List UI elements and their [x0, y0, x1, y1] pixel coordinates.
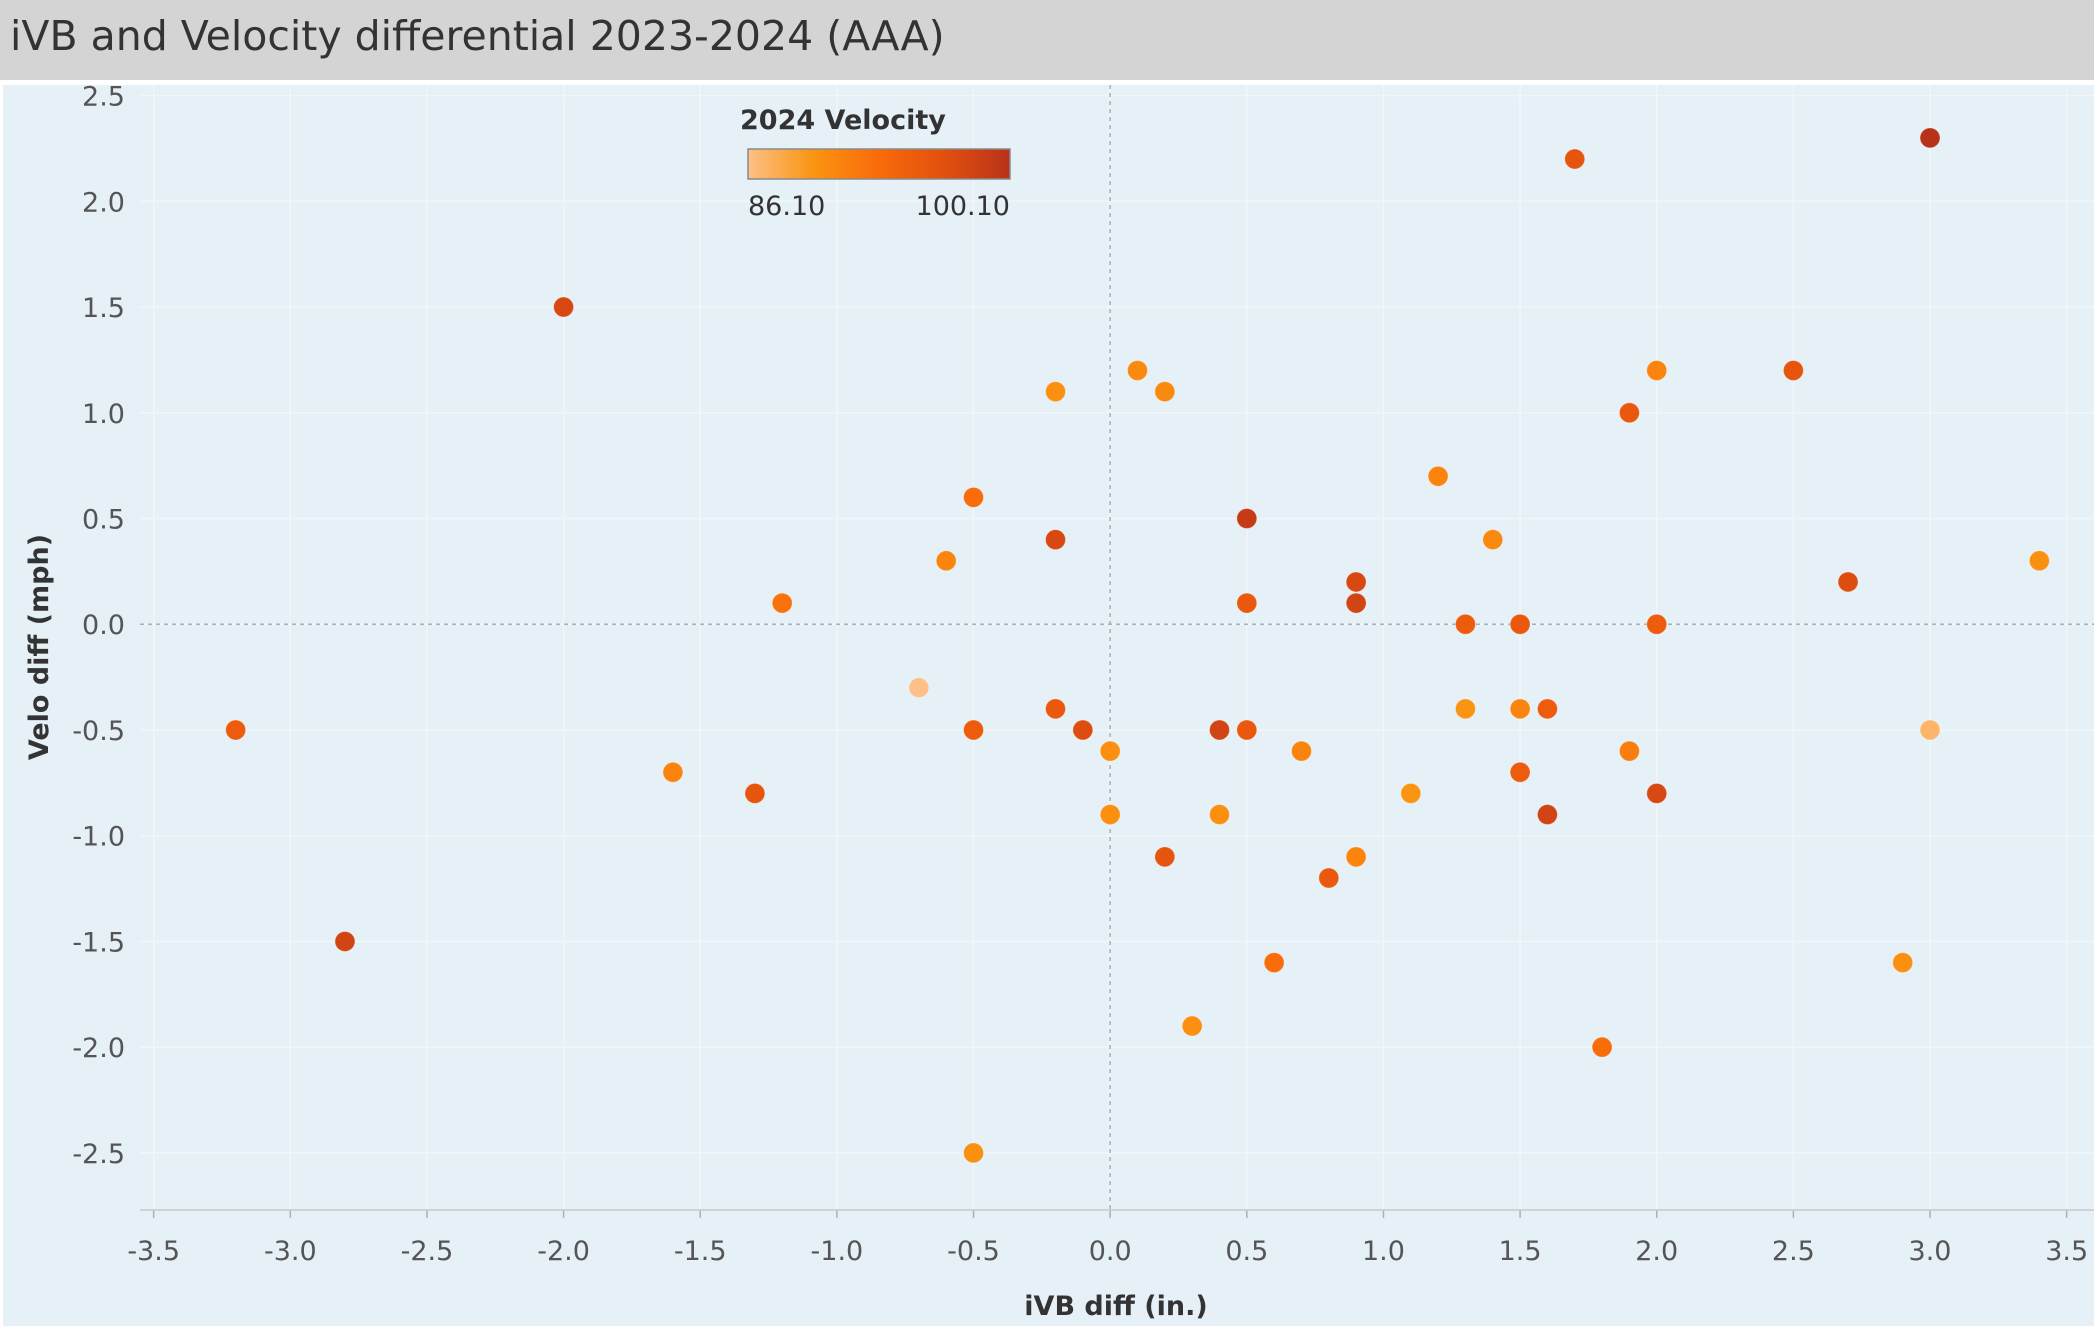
x-tick-label: -2.5 — [401, 1236, 454, 1267]
scatter-point[interactable] — [1646, 782, 1668, 804]
chart-title: iVB and Velocity differential 2023-2024 … — [10, 12, 945, 60]
data-points — [225, 127, 2050, 1164]
scatter-point[interactable] — [1782, 359, 1804, 381]
scatter-point[interactable] — [1646, 359, 1668, 381]
scatter-point[interactable] — [1427, 465, 1449, 487]
scatter-point[interactable] — [1345, 571, 1367, 593]
scatter-point[interactable] — [1400, 782, 1422, 804]
scatter-point[interactable] — [225, 719, 247, 741]
x-tick-label: 1.0 — [1362, 1236, 1405, 1267]
legend-title: 2024 Velocity — [740, 105, 946, 136]
scatter-point[interactable] — [1099, 804, 1121, 826]
scatter-point[interactable] — [1892, 952, 1914, 974]
scatter-point[interactable] — [1154, 846, 1176, 868]
y-tick-label: 1.5 — [82, 293, 125, 324]
scatter-point[interactable] — [1045, 529, 1067, 551]
x-tick-label: -1.0 — [811, 1236, 864, 1267]
scatter-point[interactable] — [1236, 508, 1258, 530]
scatter-point[interactable] — [1345, 846, 1367, 868]
color-legend: 2024 Velocity 86.10 100.10 — [740, 105, 1011, 222]
scatter-point[interactable] — [1482, 529, 1504, 551]
scatter-point[interactable] — [1045, 698, 1067, 720]
scatter-point[interactable] — [1536, 804, 1558, 826]
x-tick-label: 0.5 — [1225, 1236, 1268, 1267]
scatter-point[interactable] — [1618, 402, 1640, 424]
scatter-point[interactable] — [1919, 719, 1941, 741]
scatter-point[interactable] — [963, 486, 985, 508]
scatter-point[interactable] — [1208, 719, 1230, 741]
x-tick-label: -2.0 — [537, 1236, 590, 1267]
y-tick-label: -1.0 — [72, 822, 125, 853]
scatter-point[interactable] — [1236, 719, 1258, 741]
scatter-point[interactable] — [1837, 571, 1859, 593]
y-tick-label: -2.5 — [72, 1139, 125, 1170]
y-axis-label: Velo diff (mph) — [24, 534, 55, 760]
x-tick-label: 3.5 — [2045, 1236, 2088, 1267]
scatter-point[interactable] — [1536, 698, 1558, 720]
scatter-point[interactable] — [935, 550, 957, 572]
y-tick-label: 0.5 — [82, 505, 125, 536]
scatter-point[interactable] — [1454, 613, 1476, 635]
x-tick-label: -1.5 — [674, 1236, 727, 1267]
scatter-point[interactable] — [553, 296, 575, 318]
y-tick-label: 2.5 — [82, 82, 125, 113]
x-tick-label: 1.5 — [1499, 1236, 1542, 1267]
x-tick-label: -3.0 — [264, 1236, 317, 1267]
scatter-point[interactable] — [662, 761, 684, 783]
scatter-point[interactable] — [1509, 613, 1531, 635]
scatter-point[interactable] — [1099, 740, 1121, 762]
scatter-point[interactable] — [1618, 740, 1640, 762]
grid-layer — [140, 85, 2094, 1210]
scatter-point[interactable] — [1646, 613, 1668, 635]
scatter-point[interactable] — [1591, 1036, 1613, 1058]
scatter-point[interactable] — [1154, 381, 1176, 403]
scatter-point[interactable] — [1509, 698, 1531, 720]
y-tick-label: 2.0 — [82, 187, 125, 218]
scatter-point[interactable] — [1509, 761, 1531, 783]
scatter-point[interactable] — [1126, 359, 1148, 381]
scatter-point[interactable] — [1208, 804, 1230, 826]
scatter-point[interactable] — [1318, 867, 1340, 889]
y-tick-label: -1.5 — [72, 927, 125, 958]
scatter-point[interactable] — [1181, 1015, 1203, 1037]
scatter-point[interactable] — [963, 1142, 985, 1164]
legend-max-label: 100.10 — [916, 191, 1010, 222]
scatter-point[interactable] — [1072, 719, 1094, 741]
legend-gradient-bar — [747, 148, 1011, 180]
scatter-point[interactable] — [334, 930, 356, 952]
legend-min-label: 86.10 — [748, 191, 825, 222]
title-bar: iVB and Velocity differential 2023-2024 … — [0, 0, 2094, 80]
y-tick-label: -2.0 — [72, 1033, 125, 1064]
y-tick-label: 1.0 — [82, 399, 125, 430]
scatter-point[interactable] — [1564, 148, 1586, 170]
scatter-point[interactable] — [771, 592, 793, 614]
reference-lines — [140, 85, 2094, 1210]
x-tick-label: 3.0 — [1909, 1236, 1952, 1267]
scatter-point[interactable] — [1454, 698, 1476, 720]
scatter-point[interactable] — [1263, 952, 1285, 974]
scatter-point[interactable] — [963, 719, 985, 741]
scatter-point[interactable] — [2028, 550, 2050, 572]
x-tick-label: -3.5 — [127, 1236, 180, 1267]
x-axis-label: iVB diff (in.) — [1024, 1291, 1207, 1322]
x-tick-label: 2.5 — [1772, 1236, 1815, 1267]
scatter-point[interactable] — [1919, 127, 1941, 149]
scatter-point[interactable] — [1045, 381, 1067, 403]
scatter-point[interactable] — [1290, 740, 1312, 762]
x-tick-label: 2.0 — [1635, 1236, 1678, 1267]
scatter-point[interactable] — [1236, 592, 1258, 614]
y-tick-label: 0.0 — [82, 610, 125, 641]
y-tick-label: -0.5 — [72, 716, 125, 747]
x-tick-label: -0.5 — [947, 1236, 1000, 1267]
scatter-point[interactable] — [908, 677, 930, 699]
x-tick-label: 0.0 — [1089, 1236, 1132, 1267]
scatter-point[interactable] — [744, 782, 766, 804]
axes: -3.5 -3.0 -2.5 -2.0 -1.5 -1.0 -0.5 0.0 0.5 1.0 1.5… — [72, 82, 2094, 1267]
scatter-point[interactable] — [1345, 592, 1367, 614]
